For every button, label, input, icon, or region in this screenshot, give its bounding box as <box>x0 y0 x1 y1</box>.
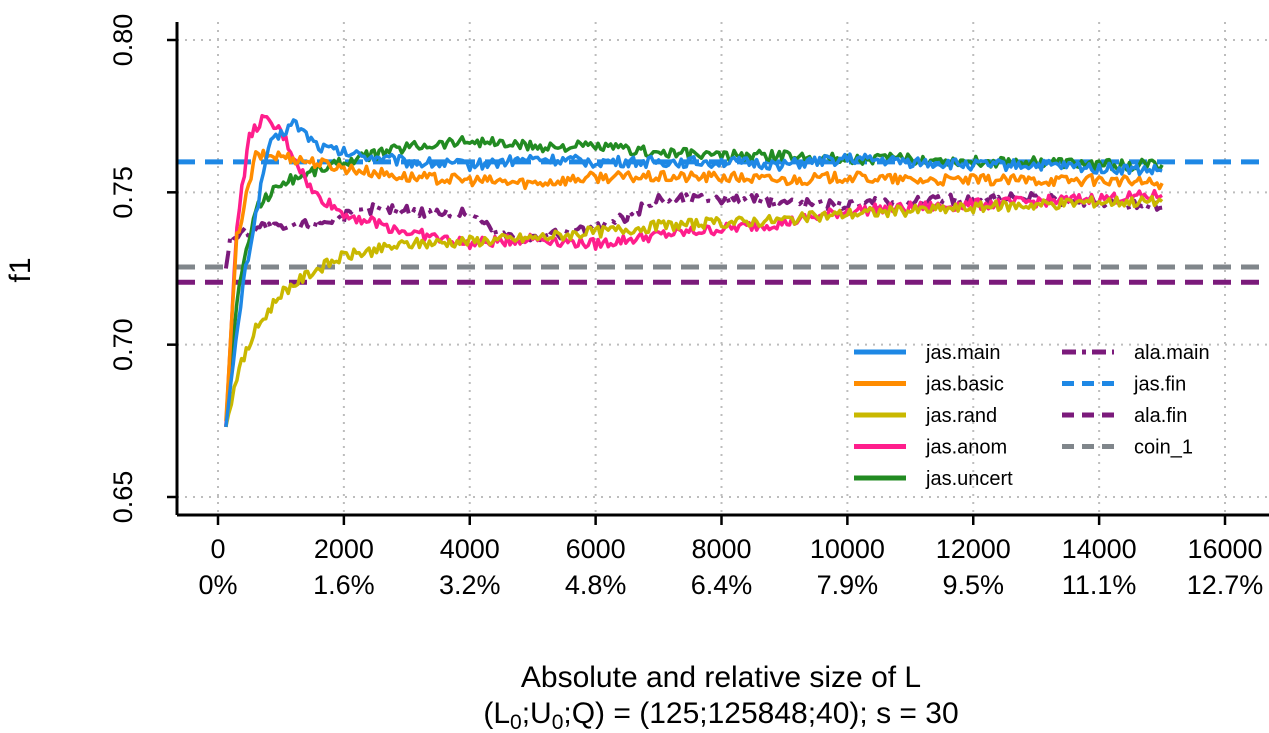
y-tick-label: 0.65 <box>108 471 138 524</box>
x-tick-label-relative: 12.7% <box>1187 570 1264 600</box>
x-tick-label-relative: 11.1% <box>1062 570 1137 600</box>
y-tick-label: 0.70 <box>108 318 138 371</box>
x-tick-label: 12000 <box>936 534 1011 564</box>
series-layer <box>177 113 1269 428</box>
x-axis-title-line2: (L0;U0;Q) = (125;125848;40); s = 30 <box>483 697 958 733</box>
x-tick-label-relative: 6.4% <box>691 570 753 600</box>
x-tick-label-relative: 7.9% <box>817 570 879 600</box>
series-jas-rand-line <box>224 194 1164 428</box>
y-tick-label: 0.75 <box>108 166 138 219</box>
x-tick-label: 10000 <box>810 534 885 564</box>
y-axis-title: f1 <box>4 257 37 282</box>
x-tick-label: 16000 <box>1187 534 1262 564</box>
x-tick-label: 6000 <box>566 534 626 564</box>
x-tick-label-relative: 4.8% <box>565 570 627 600</box>
legend-label-jas-anom: jas.anom <box>925 437 1007 459</box>
legend-label-coin-1: coin_1 <box>1134 437 1193 459</box>
x-tick-label: 2000 <box>314 534 374 564</box>
legend-label-jas-rand: jas.rand <box>925 405 997 427</box>
x-tick-label: 14000 <box>1062 534 1137 564</box>
legend-label-ala-main: ala.main <box>1134 342 1210 364</box>
x-tick-label-relative: 3.2% <box>439 570 501 600</box>
legend-label-jas-fin: jas.fin <box>1133 374 1186 396</box>
legend-label-jas-main: jas.main <box>925 342 1000 364</box>
x-tick-label-relative: 9.5% <box>942 570 1004 600</box>
series-jas-main-line <box>224 118 1163 428</box>
y-tick-label: 0.80 <box>108 14 138 67</box>
legend-label-jas-basic: jas.basic <box>925 374 1004 396</box>
x-tick-label-relative: 0% <box>198 570 237 600</box>
series-jas-basic-line <box>224 148 1164 421</box>
x-axis-title-line1: Absolute and relative size of L <box>521 661 921 694</box>
x-tick-label: 0 <box>210 534 225 564</box>
legend-label-ala-fin: ala.fin <box>1134 405 1187 427</box>
x-tick-label: 4000 <box>440 534 500 564</box>
x-tick-label-relative: 1.6% <box>313 570 375 600</box>
axes: 0.65 0.70 0.75 0.80 0 0% 2000 1.6% 4000 3.2% 6000 4… <box>108 14 1269 600</box>
grid <box>177 22 1269 515</box>
legend-label-jas-uncert: jas.uncert <box>925 468 1013 490</box>
x-tick-label: 8000 <box>691 534 751 564</box>
legend: jas.main jas.basic jas.rand jas.anom jas.unc… <box>854 342 1210 490</box>
